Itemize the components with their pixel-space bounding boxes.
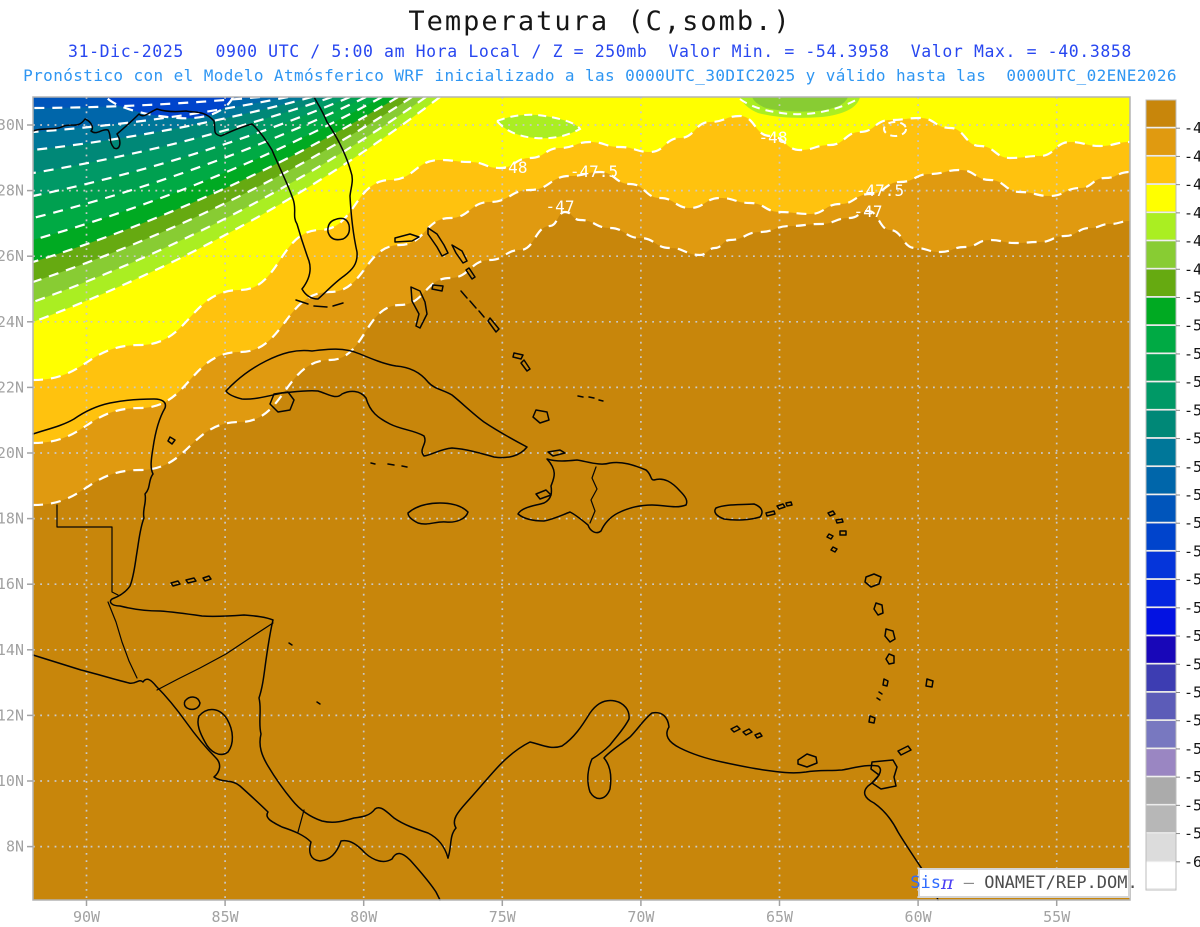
svg-text:22N: 22N [0,378,24,396]
svg-text:-47.5: -47.5 [856,181,904,200]
svg-text:60W: 60W [905,908,933,926]
watermark-box: Sis π — ONAMET/REP.DOM. [910,868,1138,898]
svg-text:-54.5: -54.5 [1184,542,1200,560]
svg-text:90W: 90W [73,908,101,926]
svg-text:8N: 8N [6,838,24,856]
svg-text:55W: 55W [1043,908,1071,926]
svg-text:75W: 75W [489,908,517,926]
svg-text:-47: -47 [1184,119,1200,137]
svg-text:70W: 70W [627,908,655,926]
svg-text:85W: 85W [212,908,240,926]
svg-text:-52.5: -52.5 [1184,430,1200,448]
svg-text:16N: 16N [0,575,24,593]
subtitle-validtime: 31-Dic-2025 0900 UTC / 5:00 am Hora Loca… [68,42,1132,61]
svg-text:-53: -53 [1184,458,1200,476]
svg-text:-47: -47 [546,197,575,216]
svg-text:18N: 18N [0,510,24,528]
svg-text:-51.5: -51.5 [1184,373,1200,391]
svg-text:26N: 26N [0,247,24,265]
svg-text:-55.5: -55.5 [1184,599,1200,617]
svg-text:-47: -47 [854,202,883,221]
pi-icon: π [940,872,954,894]
subtitle-model: Pronóstico con el Modelo Atmósferico WRF… [23,66,1177,85]
svg-text:-50: -50 [1184,288,1200,306]
svg-text:-51: -51 [1184,345,1200,363]
svg-text:-48: -48 [499,158,528,177]
svg-text:-48.5: -48.5 [1184,204,1200,222]
svg-text:-59: -59 [1184,796,1200,814]
svg-text:-48: -48 [759,128,788,147]
svg-text:-49: -49 [1184,232,1200,250]
svg-text:-59.5: -59.5 [1184,825,1200,843]
svg-text:-56: -56 [1184,627,1200,645]
coastlines [32,96,939,901]
svg-text:65W: 65W [766,908,794,926]
svg-text:14N: 14N [0,641,24,659]
svg-text:10N: 10N [0,772,24,790]
svg-text:-55: -55 [1184,571,1200,589]
svg-text:-47.5: -47.5 [570,162,618,181]
watermark-separator: — [953,873,985,893]
svg-text:28N: 28N [0,182,24,200]
svg-text:20N: 20N [0,444,24,462]
svg-text:-60: -60 [1184,853,1200,871]
svg-text:-50.5: -50.5 [1184,317,1200,335]
svg-text:12N: 12N [0,706,24,724]
watermark-agency: ONAMET/REP.DOM. [984,873,1138,893]
svg-text:-48: -48 [1184,176,1200,194]
svg-text:-58: -58 [1184,740,1200,758]
svg-text:30N: 30N [0,116,24,134]
svg-text:-49.5: -49.5 [1184,260,1200,278]
svg-text:24N: 24N [0,313,24,331]
svg-text:-57.5: -57.5 [1184,712,1200,730]
lat-lon-gridlines [33,97,1130,900]
dashed-isotherms [32,95,1131,507]
watermark-brand: Sis [910,873,941,893]
svg-text:-53.5: -53.5 [1184,486,1200,504]
shaded-temperature-field [33,97,1130,900]
svg-text:-52: -52 [1184,401,1200,419]
svg-text:-58.5: -58.5 [1184,768,1200,786]
plot-frame [32,96,1131,901]
page-title: Temperatura (C,somb.) [408,6,792,37]
isotherm-labels: -48 -47.5 -47 -48 -47.5 -47 [499,128,905,221]
embedded-cool-patches [497,97,906,139]
svg-text:-56.5: -56.5 [1184,655,1200,673]
axis-tick-labels: 30N 28N 26N 24N 22N 20N 18N 16N 14N 12N 10N 8N 90W 85… [0,116,1071,926]
svg-text:80W: 80W [350,908,378,926]
svg-text:-47.5: -47.5 [1184,147,1200,165]
svg-text:-54: -54 [1184,514,1200,532]
svg-text:-57: -57 [1184,683,1200,701]
colorbar: -47 -47.5 -48 -48.5 -49 -49.5 -50 -50.5 -51 -51.5… [1145,99,1200,891]
